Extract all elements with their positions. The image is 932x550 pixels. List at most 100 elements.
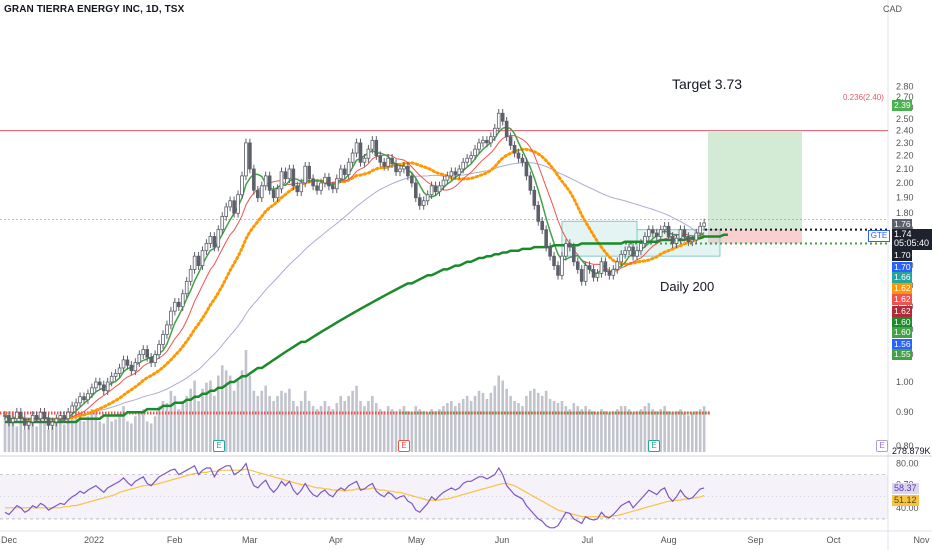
candle[interactable] — [232, 200, 236, 214]
candle[interactable] — [370, 139, 375, 150]
candle[interactable] — [133, 362, 138, 372]
candle[interactable] — [319, 182, 323, 191]
candle[interactable] — [694, 232, 699, 241]
candle[interactable] — [291, 168, 296, 187]
candle[interactable] — [540, 220, 544, 231]
candle[interactable] — [623, 250, 627, 255]
candle[interactable] — [307, 165, 311, 180]
candle[interactable] — [30, 415, 35, 423]
candle[interactable] — [327, 176, 331, 187]
candle[interactable] — [465, 157, 469, 163]
candle[interactable] — [342, 168, 347, 175]
candle[interactable] — [346, 161, 351, 175]
candle[interactable] — [121, 359, 126, 369]
candle[interactable] — [196, 255, 201, 266]
candle[interactable] — [520, 157, 525, 163]
candle[interactable] — [46, 418, 51, 426]
candle[interactable] — [599, 261, 604, 274]
candle[interactable] — [169, 310, 173, 326]
candle[interactable] — [678, 229, 683, 239]
candle[interactable] — [575, 261, 580, 270]
candle[interactable] — [449, 171, 454, 177]
candle[interactable] — [283, 171, 288, 180]
candle[interactable] — [224, 206, 229, 217]
candle[interactable] — [354, 142, 359, 154]
candle[interactable] — [413, 182, 418, 199]
candle[interactable] — [374, 139, 379, 157]
candle[interactable] — [117, 367, 122, 374]
candle[interactable] — [15, 411, 19, 420]
candle[interactable] — [259, 185, 264, 199]
stop-zone[interactable] — [708, 229, 802, 244]
ticker-tag[interactable]: GTE — [868, 230, 890, 242]
candle[interactable] — [382, 161, 386, 167]
candle[interactable] — [429, 185, 434, 196]
candle[interactable] — [410, 175, 414, 184]
candle[interactable] — [70, 405, 74, 413]
candle[interactable] — [611, 269, 616, 276]
candle[interactable] — [579, 269, 584, 282]
candle[interactable] — [90, 387, 94, 395]
candle[interactable] — [145, 349, 150, 358]
candle[interactable] — [548, 246, 552, 257]
earnings-badge[interactable]: E — [876, 440, 888, 452]
earnings-badge[interactable]: E — [213, 440, 225, 452]
candle[interactable] — [619, 253, 623, 263]
candle[interactable] — [366, 148, 371, 159]
candle[interactable] — [54, 418, 59, 423]
candle[interactable] — [200, 250, 205, 266]
candle[interactable] — [441, 179, 446, 187]
candle[interactable] — [338, 168, 343, 180]
earnings-badge[interactable]: E — [398, 440, 410, 452]
candle[interactable] — [66, 411, 71, 420]
candle[interactable] — [350, 152, 355, 163]
candle[interactable] — [536, 204, 541, 222]
candle[interactable] — [627, 246, 631, 252]
rsi-line[interactable] — [4, 462, 705, 529]
target-zone[interactable] — [708, 131, 802, 230]
candle[interactable] — [639, 243, 643, 252]
candle[interactable] — [568, 243, 572, 248]
candle[interactable] — [62, 415, 67, 420]
candle[interactable] — [315, 185, 319, 191]
candle[interactable] — [358, 142, 363, 163]
candle[interactable] — [192, 255, 197, 270]
candle[interactable] — [560, 255, 564, 276]
candle[interactable] — [323, 176, 327, 184]
candle[interactable] — [572, 246, 576, 263]
candle[interactable] — [631, 246, 635, 257]
candle[interactable] — [595, 272, 600, 278]
candle[interactable] — [244, 142, 248, 177]
candle[interactable] — [58, 415, 63, 420]
candle[interactable] — [556, 265, 560, 276]
candle[interactable] — [666, 225, 671, 237]
candle[interactable] — [481, 139, 485, 144]
candle[interactable] — [583, 265, 588, 282]
candle[interactable] — [402, 165, 406, 170]
candle[interactable] — [670, 236, 675, 244]
candle[interactable] — [109, 375, 114, 383]
candle[interactable] — [564, 243, 568, 257]
candle[interactable] — [591, 269, 596, 278]
candle[interactable] — [662, 225, 667, 231]
candle[interactable] — [208, 236, 213, 244]
candle[interactable] — [528, 175, 533, 191]
candle[interactable] — [212, 236, 217, 248]
candle[interactable] — [485, 139, 489, 144]
candle[interactable] — [425, 194, 430, 202]
candle[interactable] — [188, 269, 193, 282]
candle[interactable] — [263, 175, 268, 187]
candle[interactable] — [204, 243, 209, 252]
candle[interactable] — [153, 354, 157, 363]
candle[interactable] — [492, 127, 497, 138]
candle[interactable] — [180, 293, 185, 308]
candle[interactable] — [173, 301, 177, 312]
candle[interactable] — [236, 194, 240, 214]
candle[interactable] — [303, 165, 307, 184]
candle[interactable] — [11, 418, 15, 423]
candle[interactable] — [647, 229, 651, 237]
candle[interactable] — [255, 189, 260, 199]
candle[interactable] — [512, 144, 517, 154]
candle[interactable] — [101, 384, 106, 392]
